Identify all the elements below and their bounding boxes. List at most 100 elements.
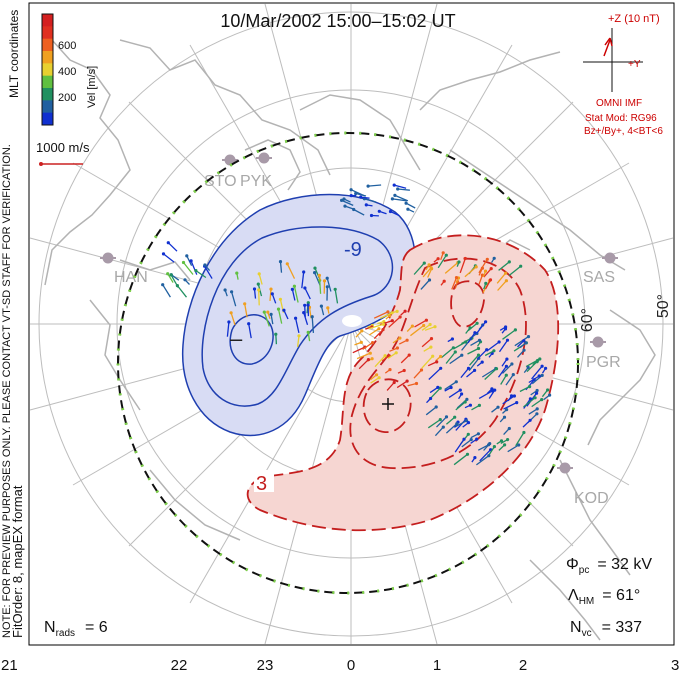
velocity-vector-origin bbox=[419, 368, 424, 372]
velocity-vector-origin bbox=[438, 386, 442, 390]
colorbar-swatch bbox=[42, 26, 53, 40]
velocity-vector-origin bbox=[390, 197, 394, 201]
velocity-vector-origin bbox=[194, 269, 198, 273]
velocity-vector bbox=[440, 347, 454, 359]
map-title: 10/Mar/2002 15:00–15:02 UT bbox=[220, 11, 455, 31]
velocity-vector-origin bbox=[522, 430, 526, 435]
velocity-vector bbox=[170, 274, 179, 288]
velocity-vector bbox=[326, 278, 332, 292]
velocity-vector-origin bbox=[468, 403, 472, 407]
colorbar-swatch bbox=[42, 75, 53, 89]
velocity-vector bbox=[400, 354, 410, 364]
velocity-vector bbox=[293, 286, 299, 303]
velocity-vector-origin bbox=[243, 302, 247, 306]
colorbar-swatch bbox=[42, 14, 53, 27]
velocity-vector bbox=[230, 291, 237, 307]
velocity-vector-origin bbox=[257, 272, 261, 276]
velocity-vector-origin bbox=[474, 265, 478, 269]
velocity-vector-origin bbox=[492, 256, 496, 260]
velocity-vector-origin bbox=[325, 276, 329, 280]
velocity-vector bbox=[478, 258, 488, 274]
velocity-vector bbox=[484, 368, 497, 380]
velocity-vector bbox=[445, 351, 456, 364]
velocity-vector-origin bbox=[227, 320, 231, 324]
velocity-vector-origin bbox=[535, 412, 539, 416]
velocity-vector-origin bbox=[507, 426, 511, 431]
velocity-vector-origin bbox=[460, 392, 464, 396]
imf-source: OMNI IMF bbox=[596, 98, 642, 109]
velocity-vector-origin bbox=[476, 432, 480, 436]
velocity-vector-origin bbox=[322, 279, 327, 283]
station-marker-kod: KOD bbox=[557, 462, 609, 507]
velocity-vector-origin bbox=[393, 193, 397, 197]
velocity-vector-origin bbox=[537, 374, 541, 378]
velocity-colorbar: 600 400 200 Vel [m/s] bbox=[41, 13, 98, 126]
velocity-vector bbox=[296, 335, 300, 347]
mlt-label-22: 22 bbox=[171, 657, 188, 674]
velocity-vector-origin bbox=[424, 318, 428, 322]
velocity-vector-origin bbox=[504, 364, 508, 368]
velocity-vector-origin bbox=[395, 309, 399, 313]
positive-contour-2 bbox=[349, 257, 527, 470]
velocity-vector bbox=[253, 288, 257, 299]
velocity-vector-origin bbox=[313, 271, 317, 275]
stat-nrads-symbol: N bbox=[44, 619, 56, 636]
velocity-vector bbox=[488, 446, 495, 456]
velocity-vector-origin bbox=[392, 183, 396, 187]
velocity-vector-origin bbox=[282, 308, 286, 312]
pole-marker bbox=[342, 315, 362, 327]
velocity-vector bbox=[517, 349, 525, 358]
velocity-vector bbox=[248, 323, 252, 339]
velocity-vector-origin bbox=[274, 332, 278, 336]
velocity-vector-origin bbox=[528, 418, 532, 422]
velocity-vector-origin bbox=[496, 405, 500, 409]
velocity-vector-origin bbox=[544, 366, 548, 370]
velocity-vector bbox=[502, 395, 515, 405]
stat-phi-symbol: Φ bbox=[566, 556, 579, 573]
velocity-vector bbox=[454, 438, 465, 453]
velocity-vector-origin bbox=[306, 303, 310, 307]
velocity-vector-origin bbox=[462, 437, 466, 441]
velocity-vector-origin bbox=[464, 340, 468, 344]
velocity-vector-origin bbox=[505, 357, 509, 361]
velocity-vector-origin bbox=[441, 251, 445, 255]
stat-nrads: Nrads = 6 bbox=[44, 619, 108, 639]
imf-condition: Bz+/By+, 4<BT<6 bbox=[584, 126, 663, 137]
velocity-vector-origin bbox=[492, 349, 496, 353]
velocity-vector-origin bbox=[395, 346, 399, 350]
velocity-vector-origin bbox=[463, 256, 467, 261]
hm-boundary-dots bbox=[116, 131, 580, 595]
station-label-pgr: PGR bbox=[586, 354, 621, 371]
negative-min-marker: – bbox=[230, 326, 243, 351]
velocity-vector-origin bbox=[494, 367, 499, 371]
velocity-vectors bbox=[161, 183, 552, 466]
velocity-vector-origin bbox=[306, 301, 310, 305]
velocity-vector bbox=[162, 284, 171, 298]
velocity-vector-origin bbox=[497, 340, 501, 344]
velocity-vector bbox=[352, 346, 366, 354]
latitude-label-60: 60° bbox=[579, 308, 596, 332]
fit-note: FitOrder: 8, mapEX format bbox=[10, 485, 25, 638]
velocity-vector-origin bbox=[371, 341, 375, 345]
station-marker-sas: SAS bbox=[583, 252, 618, 286]
velocity-vector-origin bbox=[507, 260, 511, 264]
velocity-vector bbox=[405, 202, 416, 209]
velocity-vector-origin bbox=[454, 276, 459, 280]
velocity-vector-origin bbox=[439, 366, 443, 370]
stats-panel: Φpc = 32 kV ΛHM = 61° Nvc = 337 Nrads = 6 bbox=[44, 556, 652, 639]
velocity-vector bbox=[358, 359, 369, 370]
velocity-vector-origin bbox=[429, 266, 433, 270]
velocity-vector bbox=[286, 263, 296, 279]
velocity-vector-origin bbox=[457, 260, 461, 264]
reference-vector: 1000 m/s bbox=[36, 140, 90, 166]
velocity-vector-origin bbox=[381, 328, 385, 332]
velocity-vector bbox=[195, 270, 207, 279]
velocity-vector bbox=[269, 289, 272, 301]
mlt-label-3: 3 bbox=[671, 657, 679, 674]
velocity-vector-origin bbox=[513, 328, 518, 332]
velocity-vector bbox=[294, 318, 300, 334]
velocity-vector-origin bbox=[414, 381, 419, 386]
positive-contour-label-bg bbox=[254, 470, 274, 492]
velocity-vector bbox=[485, 279, 492, 290]
velocity-vector-origin bbox=[522, 348, 526, 352]
